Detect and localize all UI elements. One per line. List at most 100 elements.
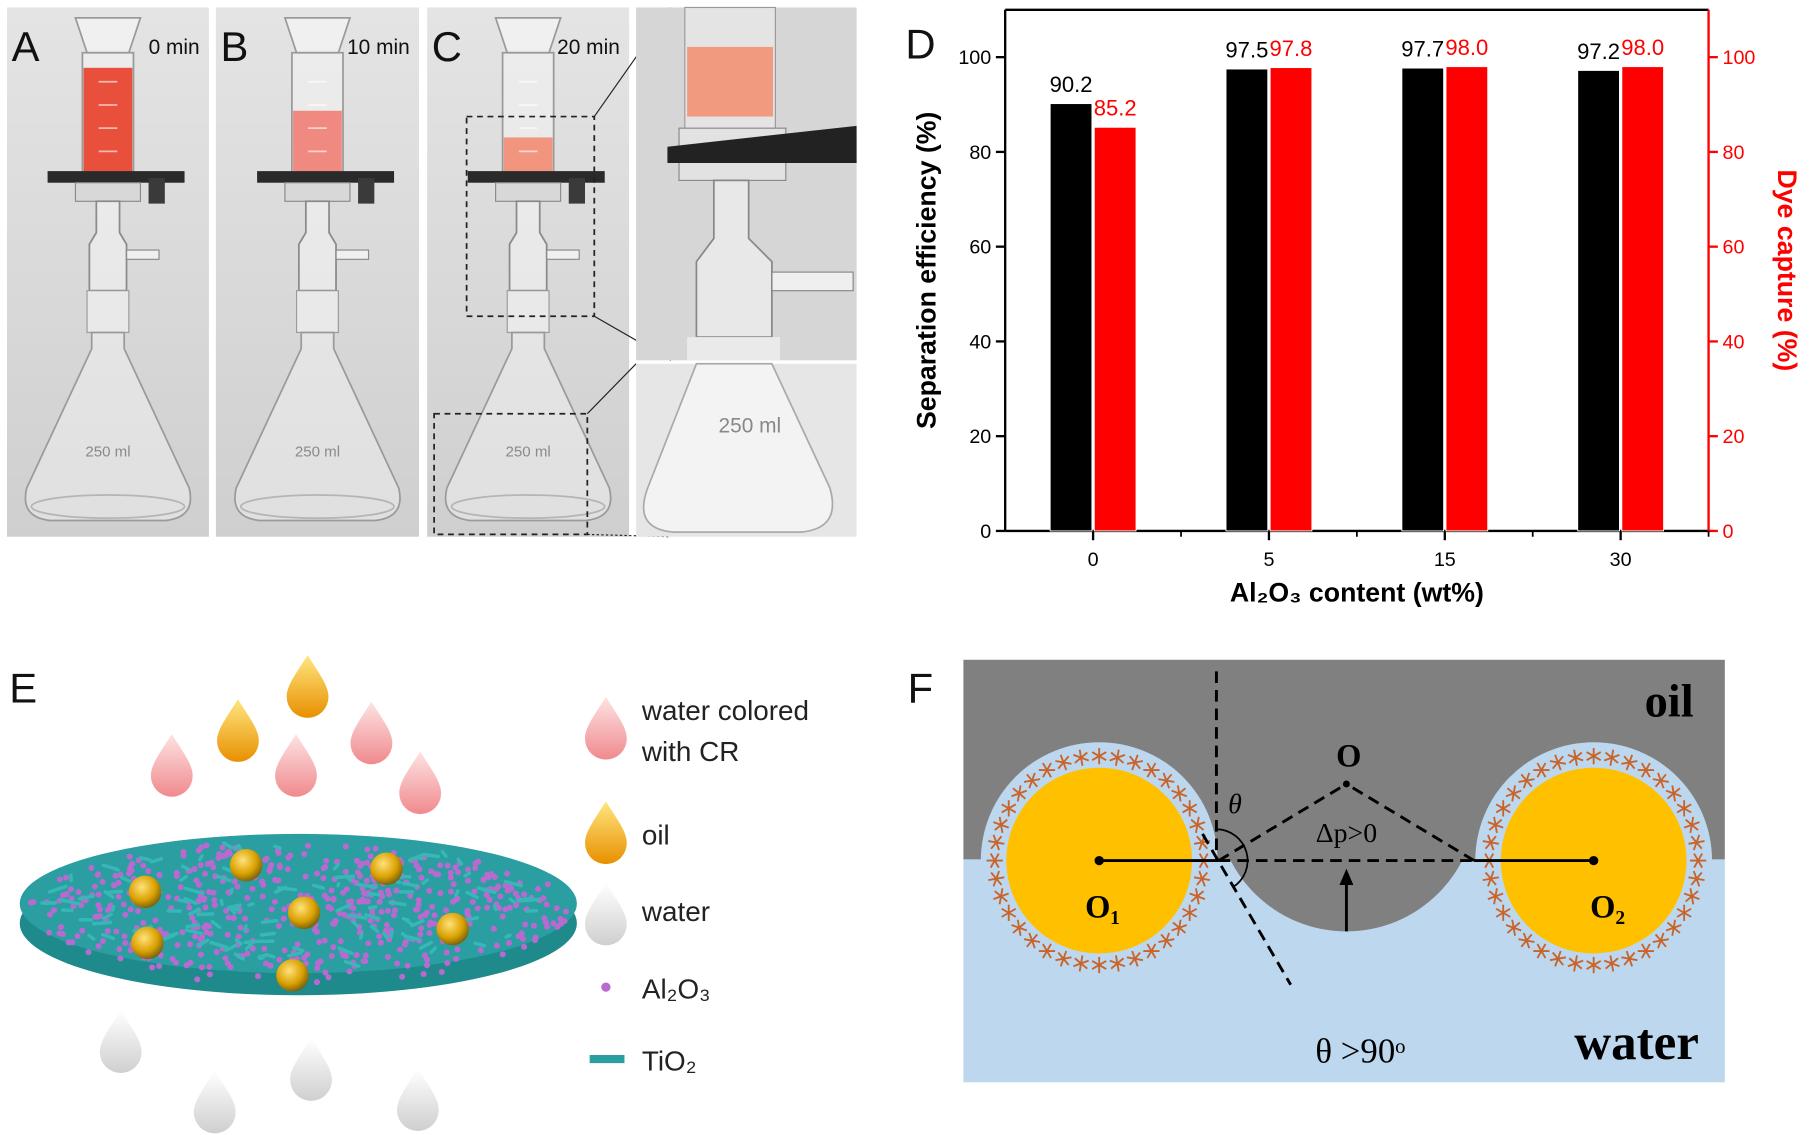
nanowire (1685, 890, 1699, 903)
alumina-particle (195, 847, 202, 854)
alumina-particle (471, 888, 478, 895)
alumina-particle (521, 943, 528, 950)
alumina-particle (464, 907, 471, 914)
titania-fiber (229, 887, 234, 895)
alumina-particle (249, 885, 256, 892)
alumina-particle (281, 906, 288, 913)
alumina-particle (314, 965, 321, 972)
nanowire (1604, 751, 1619, 764)
alumina-particle (195, 881, 202, 888)
alumina-particle (74, 933, 81, 940)
nanowire (1652, 938, 1669, 943)
nanowire (1586, 751, 1602, 761)
alumina-particle (334, 858, 341, 865)
alumina-particle (322, 864, 329, 871)
photo-panels: 250 ml A 0 min 250 ml B 10 min 250 ml C 20 min 25… (6, 6, 857, 538)
nanowire (1182, 907, 1198, 918)
alumina-particle (515, 933, 522, 940)
alumina-particle (423, 956, 431, 963)
alumina-particle (244, 894, 251, 901)
alumina-particle (262, 960, 270, 967)
alumina-particle (521, 891, 528, 898)
alumina-particle (203, 842, 210, 849)
oil-on-membrane (287, 896, 321, 930)
alumina-particle (268, 906, 275, 913)
x-tick-label: 5 (1263, 549, 1274, 571)
alumina-particle (313, 870, 320, 877)
y2-axis-label: Dye capture (%) (1772, 170, 1802, 372)
value-label: 97.7 (1401, 36, 1444, 61)
panel-label: C (432, 23, 462, 70)
alumina-particle (213, 948, 220, 956)
alumina-particle (191, 866, 198, 873)
alumina-particle (372, 845, 379, 852)
alumina-particle (384, 907, 391, 914)
alumina-particle (418, 874, 425, 881)
alumina-particle (447, 869, 454, 876)
alumina-particle (122, 940, 129, 947)
alumina-particle (59, 892, 67, 899)
titania-fiber (311, 883, 326, 890)
nanowire (1689, 816, 1695, 834)
alumina-particle (276, 862, 283, 869)
alumina-particle (383, 921, 390, 928)
nanowire (1665, 924, 1682, 932)
alumina-particle (486, 896, 493, 903)
flask-volume: 250 ml (85, 444, 130, 461)
nanowire (1057, 951, 1070, 966)
alumina-particle (432, 871, 439, 878)
clamp-screw (148, 178, 165, 204)
alumina-particle (113, 928, 120, 935)
titania-fiber (184, 928, 203, 936)
alumina-particle (320, 875, 327, 882)
alumina-particle (129, 860, 136, 867)
alumina-particle (95, 943, 102, 950)
alumina-particle (363, 877, 370, 884)
panel-label: E (9, 665, 37, 712)
alumina-particle (532, 937, 539, 944)
alumina-particle (115, 893, 122, 900)
alumina-particle (520, 935, 527, 943)
legend-oil (585, 801, 627, 865)
alumina-particle (502, 882, 509, 889)
alumina-particle (512, 890, 519, 897)
alumina-particle (359, 860, 366, 867)
titania-fiber (210, 919, 222, 929)
alumina-particle (262, 857, 269, 864)
alumina-particle (127, 906, 134, 913)
nanowire (1158, 938, 1175, 943)
alumina-particle (305, 842, 312, 849)
alumina-particle (203, 929, 210, 936)
titania-fiber (77, 894, 95, 901)
alumina-particle (437, 890, 444, 897)
alumina-particle (493, 942, 500, 949)
nanowire (1055, 760, 1072, 765)
titania-fiber (508, 897, 516, 904)
alumina-particle (504, 887, 511, 894)
alumina-particle (384, 953, 391, 961)
alumina-particle (424, 962, 431, 969)
zoom-connector (586, 363, 637, 415)
alumina-particle (353, 951, 360, 958)
oil-drop (286, 655, 329, 718)
titania-fiber (287, 951, 303, 958)
ground-joint (506, 290, 550, 334)
alumina-particle (46, 929, 53, 936)
alumina-particle (219, 844, 226, 851)
titania-fiber (233, 952, 245, 961)
alumina-particle (173, 873, 180, 880)
titania-fiber (101, 912, 113, 921)
titania-fiber (120, 875, 132, 883)
legend-text: water (641, 896, 710, 927)
time-label: 20 min (557, 36, 620, 59)
alumina-particle (353, 857, 360, 864)
alumina-particle (276, 956, 283, 963)
alumina-particle (337, 938, 344, 945)
alumina-particle (67, 886, 74, 893)
titania-fiber (188, 907, 201, 916)
nanowire (1671, 785, 1677, 802)
panel-label: F (908, 665, 934, 712)
nanowire (1693, 853, 1703, 869)
diagram-angle: θ (1228, 789, 1242, 820)
